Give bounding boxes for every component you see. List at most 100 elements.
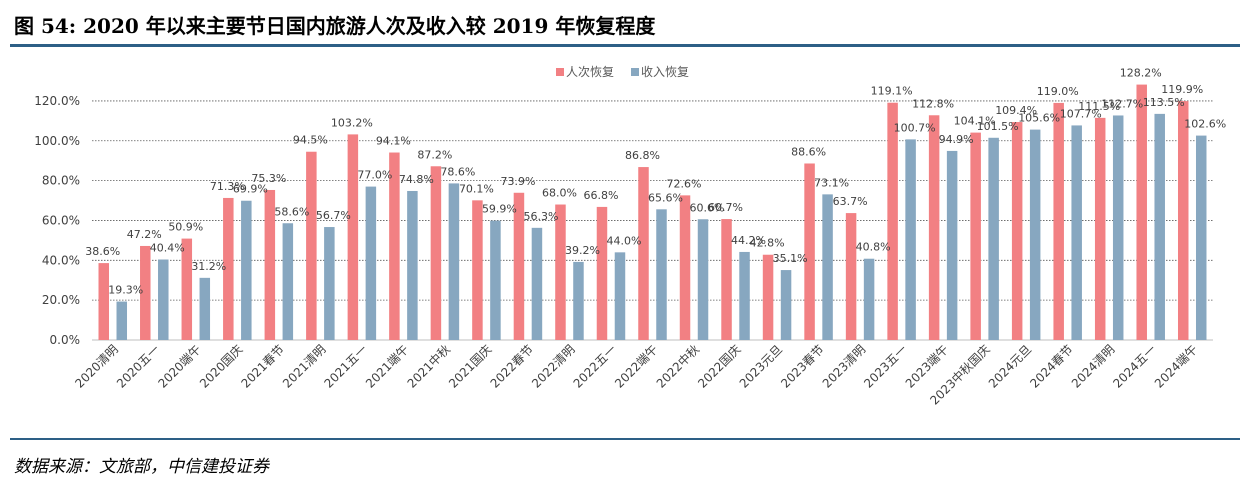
bar-revenue: [448, 183, 460, 340]
data-label-revenue: 44.0%: [607, 234, 642, 247]
data-label-trips: 119.0%: [1037, 85, 1079, 98]
x-tick-label: 2022五一: [571, 342, 619, 390]
bar-revenue: [822, 194, 833, 340]
bar-trips: [264, 189, 276, 340]
data-label-revenue: 58.6%: [274, 205, 309, 218]
bar-revenue: [780, 270, 792, 340]
bar-trips: [804, 163, 815, 340]
data-label-trips: 72.6%: [667, 177, 702, 190]
top-rule: [10, 44, 1240, 47]
data-label-trips: 112.8%: [912, 97, 954, 110]
bar-revenue: [905, 139, 916, 340]
bar-trips: [596, 206, 608, 340]
data-label-trips: 88.6%: [791, 145, 826, 158]
legend-label-1: 收入恢复: [641, 65, 689, 79]
data-label-trips: 94.1%: [376, 135, 411, 148]
bar-trips: [1136, 84, 1147, 340]
data-label-trips: 68.0%: [542, 187, 577, 200]
bar-revenue: [1154, 113, 1165, 340]
x-tick-label: 2024五一: [1110, 342, 1158, 390]
bar-revenue: [946, 150, 958, 340]
bar-revenue: [863, 258, 875, 340]
data-label-revenue: 31.2%: [191, 260, 226, 273]
x-tick-label: 2020清明: [72, 342, 120, 390]
data-label-revenue: 40.8%: [856, 241, 891, 254]
bar-trips: [970, 132, 981, 340]
legend-label-0: 人次恢复: [566, 65, 614, 79]
data-label-trips: 109.4%: [995, 104, 1037, 117]
data-label-revenue: 39.2%: [565, 244, 600, 257]
legend-swatch-1: [631, 68, 639, 76]
y-tick-label: 60.0%: [42, 213, 80, 227]
x-tick-label: 2021五一: [322, 342, 370, 390]
bar-trips: [1094, 117, 1106, 340]
bar-revenue: [1071, 125, 1082, 340]
bar-revenue: [1195, 135, 1207, 340]
x-tick-label: 2020端午: [155, 342, 203, 390]
y-tick-label: 40.0%: [42, 253, 80, 267]
data-label-trips: 60.7%: [708, 201, 743, 214]
legend: 人次恢复 收入恢复: [556, 65, 689, 79]
data-label-revenue: 100.7%: [894, 121, 936, 134]
x-tick-label: 2024端午: [1152, 342, 1200, 390]
data-label-trips: 71.3%: [210, 180, 245, 193]
x-tick-label: 2023清明: [820, 342, 868, 390]
x-tick-label: 2021春节: [238, 342, 286, 390]
x-tick-label: 2022清明: [529, 342, 577, 390]
x-tick-label: 2020五一: [114, 342, 162, 390]
data-label-revenue: 112.7%: [1101, 97, 1143, 110]
data-label-revenue: 77.0%: [357, 169, 392, 182]
legend-swatch-0: [556, 68, 564, 76]
data-label-revenue: 65.6%: [648, 191, 683, 204]
bar-revenue: [573, 261, 584, 340]
data-label-trips: 47.2%: [127, 228, 162, 241]
data-label-trips: 66.8%: [584, 189, 619, 202]
bar-trips: [347, 134, 359, 340]
y-tick-label: 100.0%: [34, 134, 80, 148]
bar-trips: [721, 219, 732, 340]
x-tick-label: 2022中秋: [653, 342, 702, 391]
bar-revenue: [282, 223, 294, 340]
x-tick-label: 2024春节: [1027, 342, 1075, 390]
data-label-trips: 94.5%: [293, 134, 328, 147]
bar-trips: [1053, 102, 1064, 340]
bottom-rule: [10, 438, 1240, 440]
bar-revenue: [656, 209, 667, 340]
data-label-revenue: 19.3%: [108, 284, 143, 297]
bar-revenue: [490, 220, 501, 340]
bar-revenue: [241, 200, 252, 340]
figure-title: 图 54: 2020 年以来主要节日国内旅游人次及收入较 2019 年恢复程度: [14, 14, 656, 38]
data-label-revenue: 69.9%: [233, 183, 268, 196]
data-label-revenue: 40.4%: [150, 242, 185, 255]
x-tick-label: 2024元旦: [986, 342, 1034, 390]
data-label-revenue: 113.5%: [1143, 96, 1185, 109]
bar-revenue: [365, 186, 377, 340]
data-label-revenue: 35.1%: [773, 252, 808, 265]
data-label-trips: 63.7%: [833, 195, 868, 208]
data-label-trips: 75.3%: [251, 172, 286, 185]
bar-trips: [555, 204, 566, 340]
bar-revenue: [614, 252, 626, 340]
data-label-trips: 128.2%: [1120, 67, 1162, 80]
x-tick-label: 2023春节: [778, 342, 826, 390]
data-label-revenue: 56.3%: [523, 210, 558, 223]
bar-trips: [845, 213, 857, 340]
bar-trips: [1177, 101, 1189, 340]
data-label-trips: 73.9%: [500, 175, 535, 188]
bar-trips: [140, 245, 151, 340]
x-tick-label: 2021中秋: [404, 342, 453, 391]
x-tick-label: 2021国庆: [446, 342, 494, 390]
bar-trips: [679, 195, 691, 340]
data-label-trips: 119.1%: [871, 85, 913, 98]
y-tick-label: 20.0%: [42, 293, 80, 307]
data-label-revenue: 105.6%: [1018, 112, 1060, 125]
data-label-trips: 38.6%: [85, 245, 120, 258]
bar-revenue: [158, 259, 169, 340]
bar-revenue: [1029, 129, 1041, 340]
x-tick-label: 2021端午: [363, 342, 411, 390]
data-label-trips: 42.8%: [750, 237, 785, 250]
bar-revenue: [739, 251, 750, 340]
bar-trips: [1011, 122, 1023, 341]
data-label-revenue: 73.1%: [814, 176, 849, 189]
y-tick-label: 80.0%: [42, 174, 80, 188]
